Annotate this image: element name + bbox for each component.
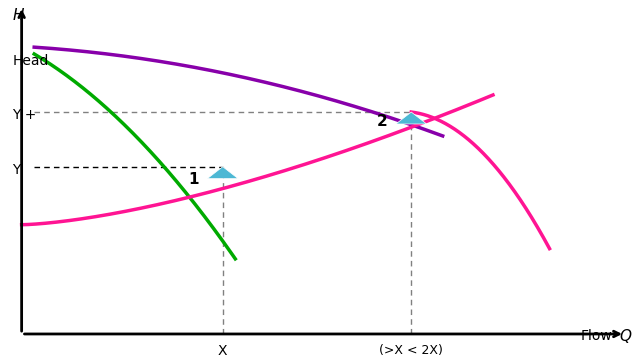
Text: Head: Head <box>12 54 49 68</box>
Text: 1: 1 <box>188 172 198 187</box>
Text: H: H <box>12 8 23 23</box>
Text: (>X < 2X): (>X < 2X) <box>379 344 443 357</box>
Text: X: X <box>218 344 228 358</box>
Text: Y +: Y + <box>12 108 37 122</box>
Text: 2: 2 <box>377 114 387 129</box>
Polygon shape <box>207 167 238 179</box>
Text: Flow: Flow <box>581 329 612 343</box>
Text: Q: Q <box>619 329 631 344</box>
Polygon shape <box>396 112 427 124</box>
Text: Y: Y <box>12 163 20 177</box>
